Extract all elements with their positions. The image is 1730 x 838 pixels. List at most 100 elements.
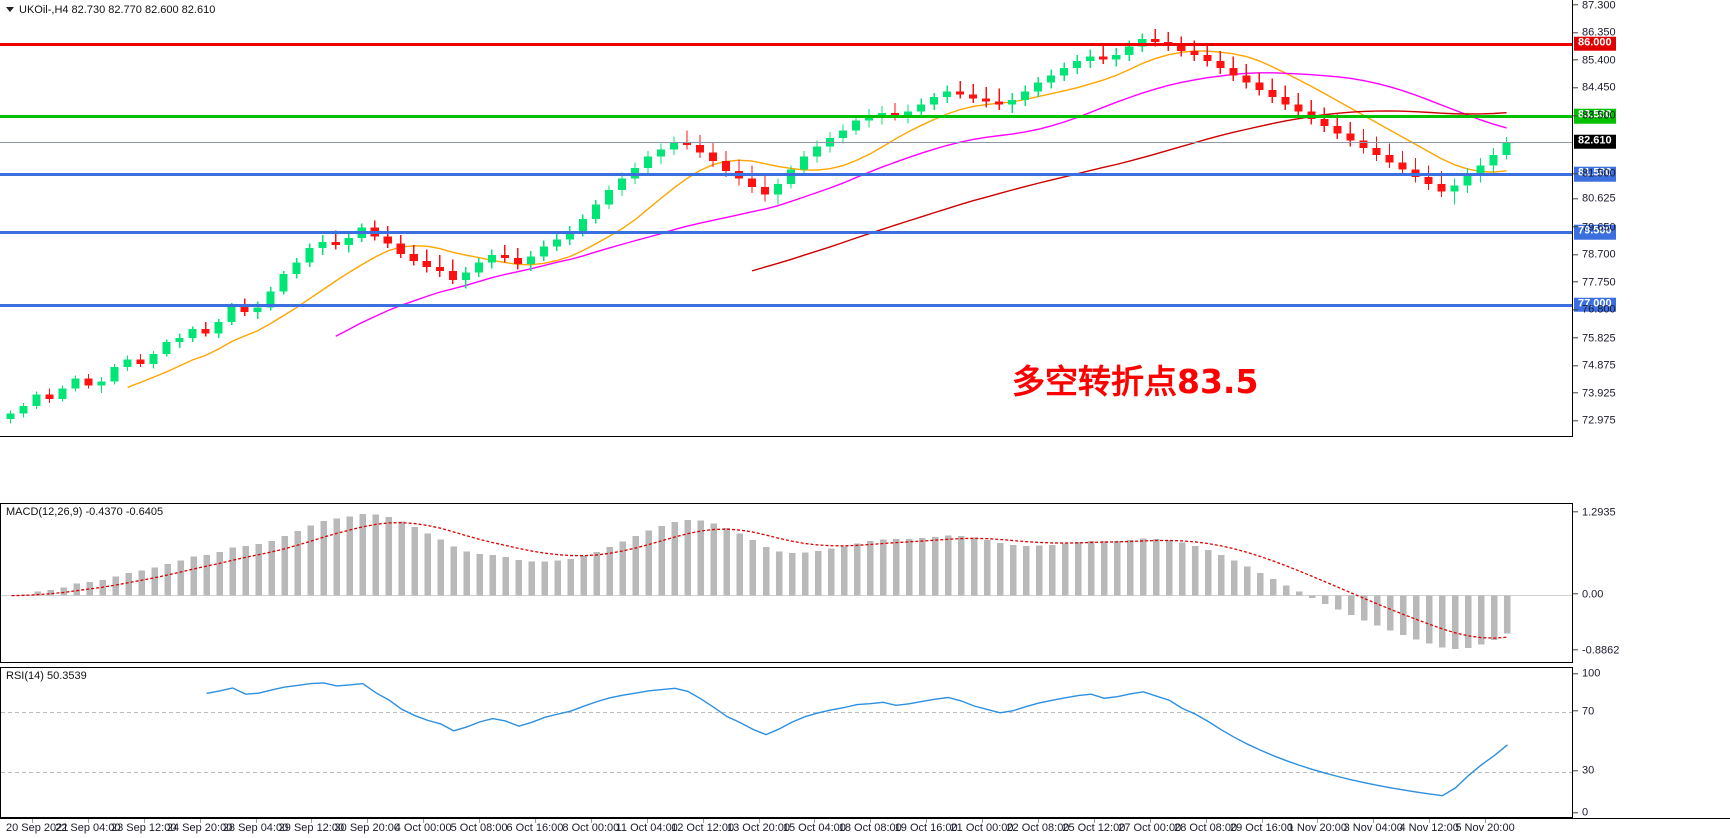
time-tick-label: 5 Nov 20:00 xyxy=(1455,822,1515,834)
time-tick-mark xyxy=(255,819,257,823)
time-tick-label: 21 Oct 00:00 xyxy=(950,822,1014,834)
macd-plot-area[interactable] xyxy=(1,504,1572,662)
time-tick-mark xyxy=(367,819,369,823)
time-tick-label: 22 Oct 08:00 xyxy=(1006,822,1070,834)
time-tick-label: 23 Sep 12:00 xyxy=(110,822,177,834)
time-tick-label: 18 Oct 08:00 xyxy=(838,822,902,834)
time-tick-mark xyxy=(1429,819,1431,823)
price-tick-81.500: 81.500 xyxy=(1573,168,1616,179)
time-tick-mark xyxy=(1149,819,1151,823)
time-tick-mark xyxy=(534,819,536,823)
rsi-tick-70: 70 xyxy=(1573,705,1594,717)
time-tick-mark xyxy=(1205,819,1207,823)
vector-layer xyxy=(6,29,1511,424)
time-tick-label: 6 Oct 16:00 xyxy=(506,822,564,834)
macd-panel[interactable] xyxy=(0,503,1573,663)
vector-layer xyxy=(1,682,1572,797)
price-axis: 86.000 83.500 82.610 81.500 79.500 77.000 87.3… xyxy=(1573,0,1730,437)
price-tick-85.400: 85.400 xyxy=(1573,55,1616,66)
time-tick-mark xyxy=(1485,819,1487,823)
macd-label: MACD(12,26,9) -0.4370 -0.6405 xyxy=(6,506,164,518)
price-chart-panel[interactable] xyxy=(0,0,1573,437)
time-tick-label: 25 Oct 12:00 xyxy=(1062,822,1126,834)
rsi-tick-30: 30 xyxy=(1573,765,1594,777)
price-tick-84.450: 84.450 xyxy=(1573,82,1616,94)
price-tick-76.800: 76.800 xyxy=(1573,304,1616,316)
vector-layer xyxy=(1,514,1572,649)
price-level-line-77.000 xyxy=(0,303,1572,307)
price-plot-area[interactable] xyxy=(0,0,1572,436)
price-tick-80.625: 80.625 xyxy=(1573,193,1616,205)
rsi-panel[interactable] xyxy=(0,667,1573,818)
time-tick-label: 4 Nov 12:00 xyxy=(1399,822,1459,834)
time-tick-mark xyxy=(1037,819,1039,823)
time-tick-label: 30 Sep 20:00 xyxy=(334,822,400,834)
time-tick-label: 12 Oct 12:00 xyxy=(671,822,735,834)
chart-annotation-text: 多空转折点83.5 xyxy=(1012,362,1259,401)
macd-tick--0.8862: -0.8862 xyxy=(1573,644,1619,656)
time-axis: 20 Sep 2021 22 Sep 04:00 23 Sep 12:00 24 Se… xyxy=(0,818,1730,838)
time-tick-label: 1 Nov 20:00 xyxy=(1287,822,1348,834)
time-tick-mark xyxy=(423,819,425,823)
price-tick-83.500: 83.500 xyxy=(1573,110,1616,121)
price-tick-79.650: 79.650 xyxy=(1573,221,1616,233)
time-tick-mark xyxy=(926,819,928,823)
time-tick-label: 24 Sep 20:00 xyxy=(166,822,233,834)
time-tick-mark xyxy=(1373,819,1375,823)
time-tick-label: 27 Oct 00:00 xyxy=(1118,822,1182,834)
price-level-line-86.000 xyxy=(0,42,1572,46)
time-tick-mark xyxy=(758,819,760,823)
time-tick-mark xyxy=(143,819,145,823)
time-tick-mark xyxy=(1093,819,1095,823)
price-level-tag-82.610[interactable]: 82.610 xyxy=(1574,134,1616,150)
price-tick-73.925: 73.925 xyxy=(1573,387,1616,399)
symbol-header: UKOil-,H4 82.730 82.770 82.600 82.610 xyxy=(6,4,215,16)
rsi-tick-100: 100 xyxy=(1573,668,1600,679)
price-tick-86.350: 86.350 xyxy=(1573,27,1616,39)
time-tick-mark xyxy=(702,819,704,823)
time-tick-label: 28 Sep 04:00 xyxy=(222,822,289,834)
price-level-tag-81.500[interactable]: 81.500 xyxy=(1574,166,1616,182)
time-tick-label: 20 Sep 2021 xyxy=(6,822,69,834)
macd-tick-0.00: 0.00 xyxy=(1573,588,1603,600)
rsi-label: RSI(14) 50.3539 xyxy=(6,670,87,682)
price-level-tag-86.000[interactable]: 86.000 xyxy=(1574,36,1616,51)
time-tick-mark xyxy=(1317,819,1319,823)
caret-down-icon[interactable] xyxy=(6,6,14,12)
time-tick-mark xyxy=(646,819,648,823)
price-level-line-83.500 xyxy=(0,115,1572,118)
time-tick-mark xyxy=(814,819,816,823)
symbol-quote-text: UKOil-,H4 82.730 82.770 82.600 82.610 xyxy=(19,4,216,16)
time-tick-label: 5 Oct 08:00 xyxy=(450,822,508,834)
price-tick-78.700: 78.700 xyxy=(1573,249,1616,260)
time-tick-mark xyxy=(87,819,89,823)
rsi-tick-0: 0 xyxy=(1573,807,1588,818)
price-tick-87.300: 87.300 xyxy=(1573,0,1616,11)
time-tick-label: 22 Sep 04:00 xyxy=(55,822,121,834)
time-tick-mark xyxy=(479,819,481,823)
price-level-tag-77.000[interactable]: 77.000 xyxy=(1574,297,1616,312)
price-level-tag-79.500[interactable]: 79.500 xyxy=(1574,224,1616,240)
price-tick-74.875: 74.875 xyxy=(1573,360,1616,371)
time-tick-label: 3 Nov 04:00 xyxy=(1343,822,1403,834)
time-tick-label: 29 Oct 16:00 xyxy=(1230,822,1293,834)
price-level-line-81.500 xyxy=(0,173,1572,176)
price-tick-77.750: 77.750 xyxy=(1573,277,1616,288)
rsi-axis: 100 70 30 0 xyxy=(1573,667,1730,818)
time-tick-mark xyxy=(1261,819,1263,823)
price-level-tag-83.500[interactable]: 83.500 xyxy=(1574,108,1616,124)
time-tick-label: 8 Oct 00:00 xyxy=(562,822,620,834)
rsi-plot-area[interactable] xyxy=(1,668,1572,817)
time-tick-label: 15 Oct 04:00 xyxy=(782,822,846,834)
macd-tick-1.2935: 1.2935 xyxy=(1573,507,1616,518)
time-tick-label: 4 Oct 00:00 xyxy=(394,822,452,834)
time-tick-label: 13 Oct 20:00 xyxy=(727,822,790,834)
price-level-line-82.610 xyxy=(0,141,1572,143)
time-tick-mark xyxy=(982,819,984,823)
time-tick-mark xyxy=(31,819,33,823)
price-level-line-79.500 xyxy=(0,231,1572,234)
price-tick-72.975: 72.975 xyxy=(1573,415,1616,427)
time-tick-mark xyxy=(590,819,592,823)
time-tick-mark xyxy=(199,819,201,823)
